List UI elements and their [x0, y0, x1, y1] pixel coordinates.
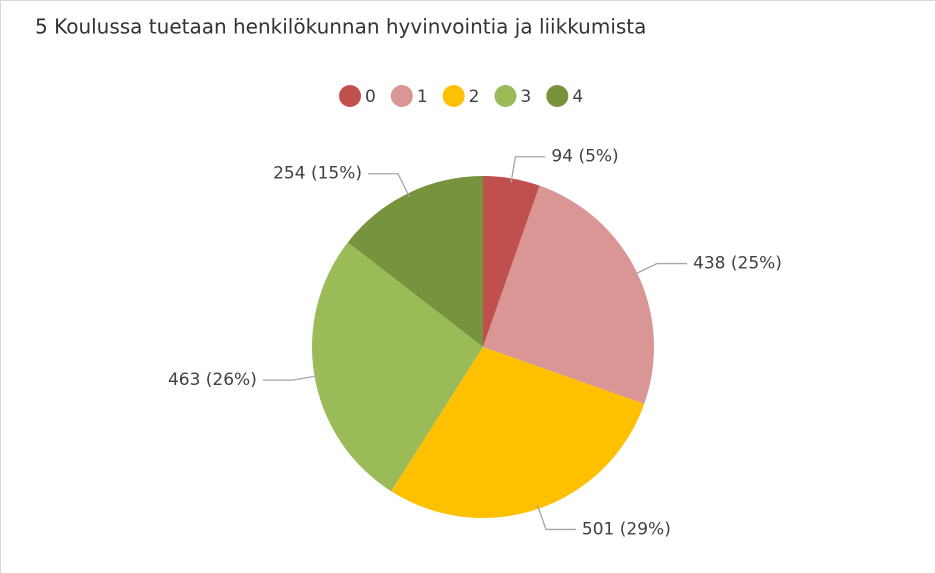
leader-line: [262, 374, 319, 381]
leader-line: [368, 173, 411, 198]
legend-swatch: [546, 85, 569, 107]
legend-swatch: [339, 85, 361, 107]
chart-title: 5 Koulussa tuetaan henkilökunnan hyvinvo…: [35, 15, 646, 39]
leader-line: [536, 504, 576, 531]
pie-slice: [347, 176, 483, 347]
pie-slice: [483, 185, 654, 404]
legend-swatch: [390, 85, 413, 107]
legend-swatch: [442, 85, 465, 107]
legend-label: 2: [469, 87, 480, 107]
legend-label: 1: [417, 87, 428, 107]
pie-slice: [483, 176, 540, 347]
pie-slice: [312, 242, 483, 492]
data-label: 438 (25%): [693, 254, 782, 274]
leader-line: [510, 156, 546, 183]
legend-label: 3: [520, 87, 531, 107]
pie-slice: [391, 347, 645, 518]
legend-label: 0: [365, 87, 376, 107]
leader-line: [633, 262, 688, 276]
legend-label: 4: [572, 87, 583, 107]
data-label: 463 (26%): [168, 370, 257, 390]
data-label: 94 (5%): [551, 147, 618, 167]
legend-swatch: [494, 85, 517, 107]
data-label: 501 (29%): [582, 519, 671, 539]
data-label: 254 (15%): [273, 164, 362, 184]
